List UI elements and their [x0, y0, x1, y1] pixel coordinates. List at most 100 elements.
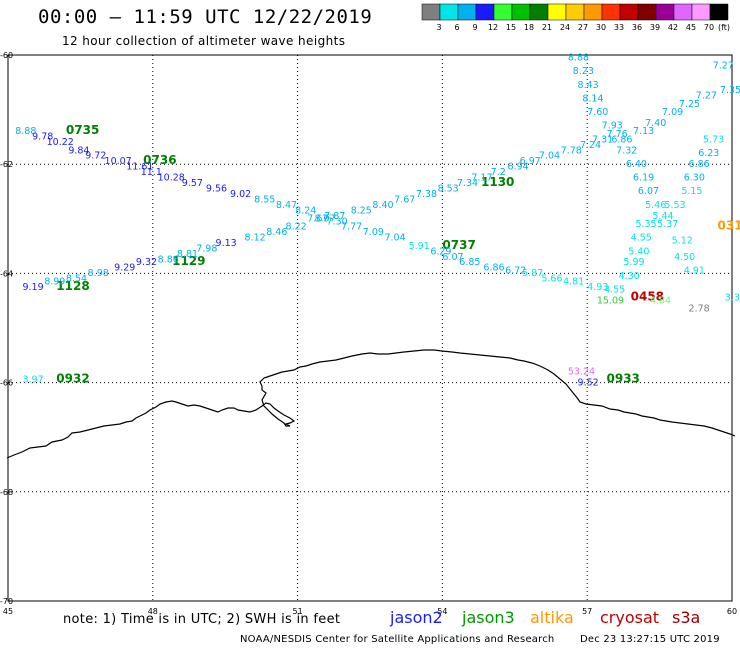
colorbar-tick-label: 12 — [488, 23, 498, 32]
lat-tick-label: -60 — [0, 51, 13, 60]
colorbar-tick-label: 9 — [472, 23, 477, 32]
wave-height-label: 8.22 — [286, 222, 307, 233]
wave-height-label: 8.25 — [351, 205, 372, 216]
track-time-label: 0932 — [56, 372, 89, 386]
colorbar-swatch — [655, 3, 675, 21]
lon-tick-label: 51 — [293, 607, 303, 616]
lat-tick-label: -70 — [0, 597, 13, 606]
wave-height-label: 7.38 — [416, 189, 437, 200]
colorbar-swatch — [583, 3, 603, 21]
colorbar-tick-label: 30 — [596, 23, 606, 32]
track-time-label: 1129 — [172, 254, 205, 268]
wave-height-label: 8.54 — [66, 274, 87, 285]
wave-height-label: 6.97 — [520, 156, 541, 167]
wave-height-label: 7.27 — [696, 91, 717, 102]
wave-height-label: 7.40 — [645, 118, 666, 129]
wave-height-label: 5.91 — [409, 241, 430, 252]
track-time-label: 0736 — [143, 153, 176, 167]
lat-tick-label: -68 — [0, 488, 13, 497]
wave-height-label: 7.98 — [196, 244, 217, 255]
colorbar-swatch — [709, 3, 729, 21]
colorbar-swatch — [457, 3, 477, 21]
wave-height-label: 6.85 — [459, 257, 480, 268]
colorbar-swatch — [529, 3, 549, 21]
wave-height-label: 8.88 — [15, 126, 36, 137]
colorbar-unit: (ft) — [718, 23, 730, 32]
wave-height-label: 4.84 — [650, 295, 671, 306]
wave-height-label: 5.37 — [657, 219, 678, 230]
colorbar-tick-label: 70 — [704, 23, 714, 32]
wave-height-label: 4.30 — [619, 271, 640, 282]
wave-height-label: 7.09 — [662, 107, 683, 118]
lon-tick-label: 57 — [582, 607, 592, 616]
wave-height-label: 8.12 — [245, 233, 266, 244]
satellite-legend-item: jason3 — [462, 608, 515, 627]
wave-height-label: 6.40 — [626, 159, 647, 170]
footer-credit: NOAA/NESDIS Center for Satellite Applica… — [240, 634, 555, 645]
wave-height-label: 5.87 — [522, 268, 543, 279]
wave-height-label: 9.52 — [578, 377, 599, 388]
wave-height-label: 8.24 — [295, 205, 316, 216]
colorbar-tick-label: 39 — [650, 23, 660, 32]
map-border — [7, 54, 733, 602]
wave-height-label: 7.77 — [341, 222, 362, 233]
wave-height-values: 8.889.7810.229.849.7210.0711.6111.110.28… — [15, 52, 740, 388]
wave-height-label: 7.31 — [592, 134, 613, 145]
wave-height-label: 4.93 — [587, 282, 608, 293]
wave-height-label: 7.17 — [471, 173, 492, 184]
colorbar-tick-label: 21 — [542, 23, 552, 32]
wave-height-label: 9.56 — [206, 184, 227, 195]
wave-height-label: 8.47 — [276, 200, 297, 211]
wave-height-label: 15.09 — [597, 295, 624, 306]
wave-height-label: 7.32 — [616, 145, 637, 156]
footer-timestamp: Dec 23 13:27:15 UTC 2019 — [580, 634, 720, 645]
wave-height-label: 4.55 — [631, 233, 652, 244]
colorbar-tick-label: 33 — [614, 23, 624, 32]
colorbar-swatch — [547, 3, 567, 21]
wave-height-label: 3.97 — [22, 375, 43, 386]
colorbar-swatch — [637, 3, 657, 21]
track-time-label: 0311 — [718, 219, 740, 233]
wave-height-label: 5.15 — [681, 186, 702, 197]
wave-height-label: 10.07 — [105, 156, 132, 167]
colorbar-tick-label: 45 — [686, 23, 696, 32]
wave-height-label: 8.86 — [158, 254, 179, 265]
wave-height-label: 7.78 — [561, 145, 582, 156]
wave-height-label: 6.72 — [505, 265, 526, 276]
colorbar-swatch — [673, 3, 693, 21]
colorbar-tick-label: 27 — [578, 23, 588, 32]
colorbar-swatch — [493, 3, 513, 21]
satellite-legend-item: jason2 — [390, 608, 443, 627]
colorbar-tick-label: 6 — [454, 23, 459, 32]
wave-height-label: 6.23 — [698, 148, 719, 159]
wave-height-label: 53.24 — [568, 366, 595, 377]
wave-height-label: 7.35 — [720, 85, 740, 96]
colorbar-swatch — [475, 3, 495, 21]
wave-height-label: 6.29 — [430, 246, 451, 257]
wave-height-label: 3.30 — [725, 293, 740, 304]
lon-tick-label: 45 — [3, 607, 13, 616]
wave-height-label: 9.29 — [114, 263, 135, 274]
wave-height-label: 9.72 — [85, 151, 106, 162]
wave-height-label: 6.86 — [483, 263, 504, 274]
wave-height-label: 11.61 — [126, 162, 153, 173]
page-title: 00:00 — 11:59 UTC 12/22/2019 — [38, 6, 373, 28]
colorbar-swatch — [439, 3, 459, 21]
lat-tick-label: -62 — [0, 160, 13, 169]
wave-height-label: 5.66 — [541, 274, 562, 285]
wave-height-label: 10.22 — [47, 137, 74, 148]
satellite-legend-item: s3a — [672, 608, 701, 627]
colorbar-swatch — [421, 3, 441, 21]
wave-height-colorbar: 3 6 9 12 15 18 21 24 27 30 33 36 39 42 45 70 (ft) — [421, 3, 730, 32]
wave-height-label: 6.86 — [689, 159, 710, 170]
wave-height-label: 10.28 — [158, 173, 185, 184]
wave-height-label: 5.44 — [652, 211, 673, 222]
wave-height-label: 5.73 — [703, 134, 724, 145]
wave-height-label: 7.34 — [457, 178, 478, 189]
wave-height-label: 5.99 — [623, 257, 644, 268]
wave-height-label: 6.07 — [638, 186, 659, 197]
track-time-label: 0458 — [631, 290, 664, 304]
colorbar-tick-label: 24 — [560, 23, 570, 32]
wave-height-label: 7.04 — [384, 233, 405, 244]
